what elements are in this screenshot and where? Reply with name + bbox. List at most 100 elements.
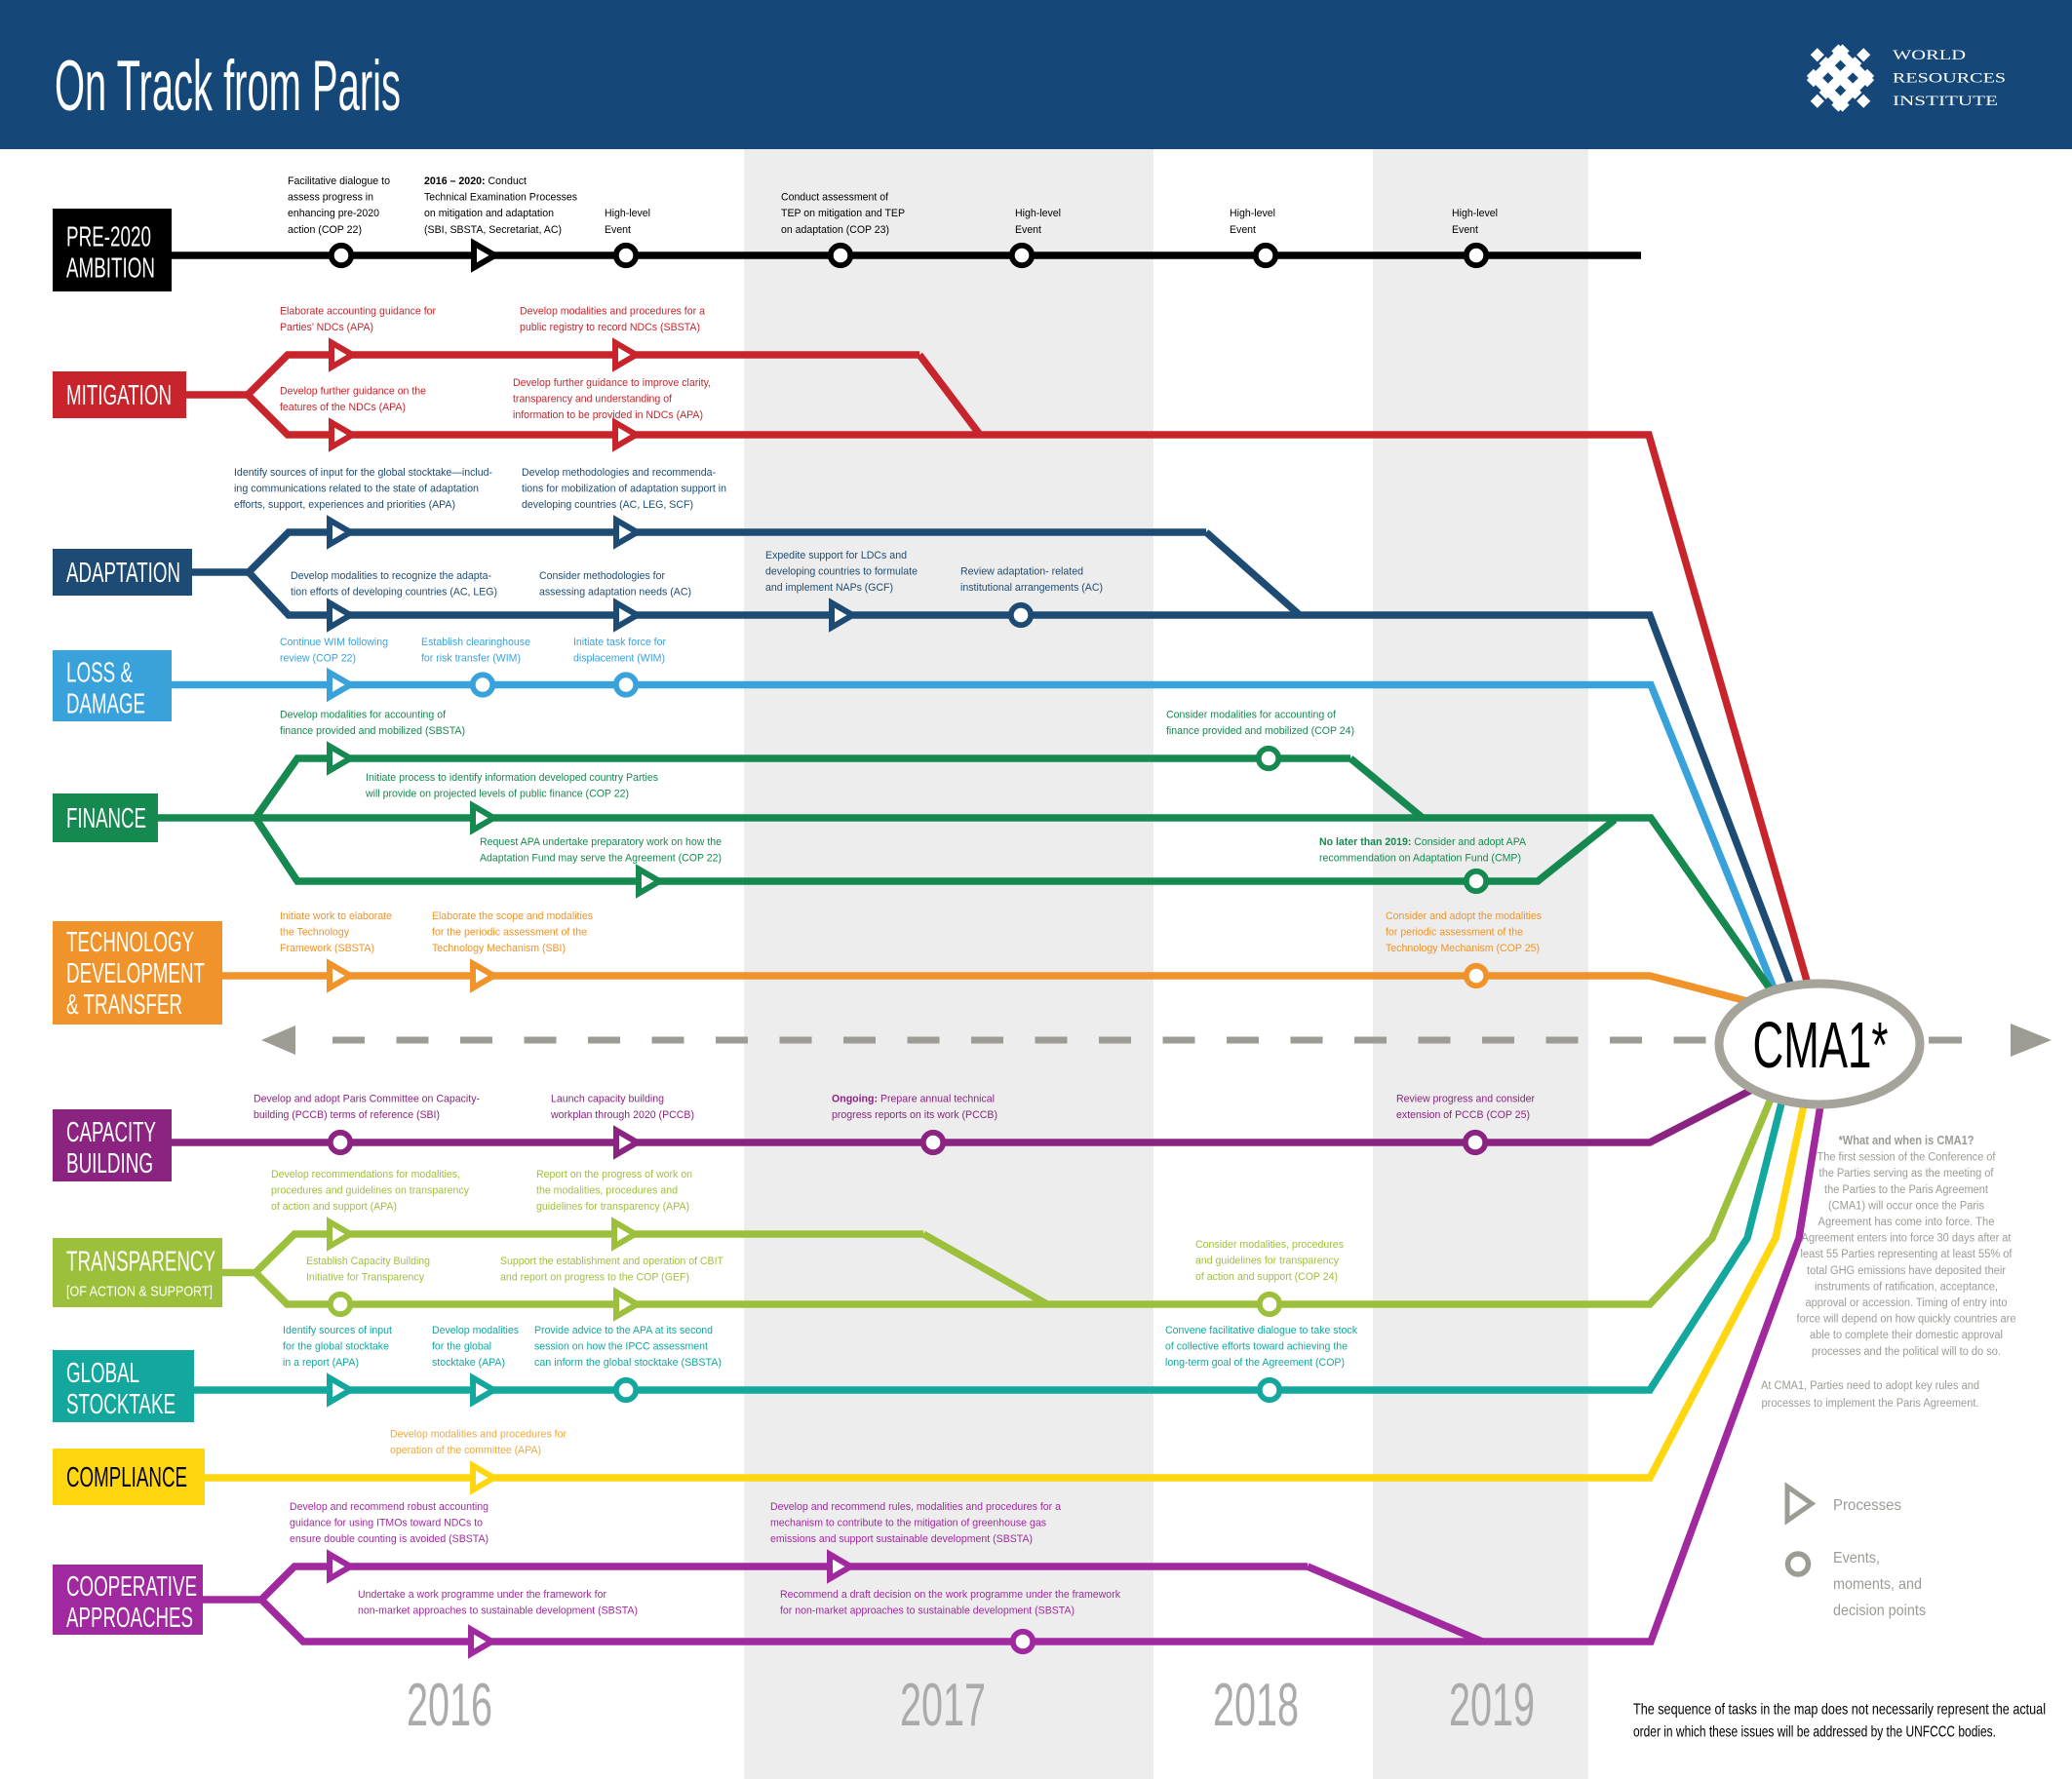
svg-text:High-level: High-level <box>605 208 650 219</box>
svg-text:MITIGATION: MITIGATION <box>66 380 172 411</box>
svg-text:guidelines for transparency (A: guidelines for transparency (APA) <box>536 1201 689 1213</box>
svg-text:WORLD: WORLD <box>1893 48 1966 63</box>
svg-text:TEP on mitigation and TEP: TEP on mitigation and TEP <box>781 208 905 219</box>
svg-text:on adaptation (COP 23): on adaptation (COP 23) <box>781 224 889 236</box>
svg-text:the Parties serving as the mee: the Parties serving as the meeting of <box>1819 1168 1995 1180</box>
svg-text:assess progress in: assess progress in <box>288 192 373 204</box>
svg-text:for the periodic assessment of: for the periodic assessment of the <box>432 926 587 938</box>
svg-text:Elaborate the scope and modali: Elaborate the scope and modalities <box>432 910 593 922</box>
svg-text:information to be provided in: information to be provided in NDCs (APA) <box>513 409 703 421</box>
svg-text:the Parties to the Paris Agree: the Parties to the Paris Agreement <box>1824 1184 1989 1196</box>
svg-text:building (PCCB) terms of refer: building (PCCB) terms of reference (SBI) <box>254 1109 440 1121</box>
svg-text:features of the NDCs (APA): features of the NDCs (APA) <box>280 402 406 413</box>
svg-text:and report on progress to the: and report on progress to the COP (GEF) <box>500 1272 689 1284</box>
svg-text:Provide advice to the APA at i: Provide advice to the APA at its second <box>534 1325 713 1336</box>
svg-text:tions for mobilization of adap: tions for mobilization of adaptation sup… <box>522 483 726 494</box>
svg-text:extension of PCCB (COP 25): extension of PCCB (COP 25) <box>1396 1109 1530 1121</box>
svg-text:Develop modalities to recogniz: Develop modalities to recognize the adap… <box>291 570 491 582</box>
svg-text:Initiate process to identify i: Initiate process to identify information… <box>366 772 658 784</box>
svg-text:[OF ACTION & SUPPORT]: [OF ACTION & SUPPORT] <box>66 1284 213 1300</box>
svg-text:Review adaptation- related: Review adaptation- related <box>960 565 1083 577</box>
svg-text:decision points: decision points <box>1833 1603 1926 1619</box>
svg-text:Ongoing: Prepare annual techni: Ongoing: Prepare annual technical <box>832 1093 995 1104</box>
svg-text:On Track from Paris: On Track from Paris <box>55 47 401 126</box>
svg-text:RESOURCES: RESOURCES <box>1893 71 2006 87</box>
svg-text:No later than 2019: Consider a: No later than 2019: Consider and adopt A… <box>1319 836 1527 848</box>
svg-text:procedures and guidelines on t: procedures and guidelines on transparenc… <box>271 1184 469 1196</box>
svg-text:High-level: High-level <box>1230 208 1275 219</box>
svg-text:processes and the political wi: processes and the political will to do s… <box>1812 1346 2001 1358</box>
svg-text:COMPLIANCE: COMPLIANCE <box>66 1462 187 1493</box>
svg-text:At CMA1, Parties need to adopt: At CMA1, Parties need to adopt key rules… <box>1761 1380 1979 1392</box>
svg-text:ADAPTATION: ADAPTATION <box>66 558 180 589</box>
svg-text:LOSS &: LOSS & <box>66 658 133 689</box>
svg-text:Event: Event <box>605 224 631 236</box>
svg-text:assessing adaptation needs (AC: assessing adaptation needs (AC) <box>539 587 691 599</box>
svg-text:Elaborate accounting guidance: Elaborate accounting guidance for <box>280 305 436 317</box>
svg-text:AMBITION: AMBITION <box>66 253 155 285</box>
svg-text:for risk transfer (WIM): for risk transfer (WIM) <box>421 653 521 665</box>
svg-text:Identify sources of input: Identify sources of input <box>283 1325 392 1336</box>
svg-text:long-term goal of the Agreemen: long-term goal of the Agreement (COP) <box>1165 1357 1345 1369</box>
svg-text:Develop modalities and procedu: Develop modalities and procedures for a <box>520 305 706 317</box>
svg-text:Continue WIM following: Continue WIM following <box>280 637 388 648</box>
svg-text:Event: Event <box>1015 224 1041 236</box>
svg-text:ensure double counting is avoi: ensure double counting is avoided (SBSTA… <box>290 1533 489 1545</box>
svg-text:Technology Mechanism (SBI): Technology Mechanism (SBI) <box>432 943 566 954</box>
svg-text:action (COP 22): action (COP 22) <box>288 224 362 236</box>
svg-text:Identify sources of input for: Identify sources of input for the global… <box>234 467 492 479</box>
svg-text:least 55 Parties representing: least 55 Parties representing at least 5… <box>1801 1249 2013 1260</box>
svg-text:force will depend on how quick: force will depend on how quickly countri… <box>1797 1314 2016 1326</box>
svg-text:Technical Examination Processe: Technical Examination Processes <box>424 192 577 204</box>
svg-text:in a report (APA): in a report (APA) <box>283 1357 359 1369</box>
svg-text:of action and support (APA): of action and support (APA) <box>271 1201 397 1213</box>
svg-text:Expedite support for LDCs and: Expedite support for LDCs and <box>765 550 907 561</box>
svg-text:Event: Event <box>1452 224 1478 236</box>
svg-text:mechanism to contribute to the: mechanism to contribute to the mitigatio… <box>770 1517 1046 1528</box>
svg-text:for non-market approaches to s: for non-market approaches to sustainable… <box>780 1605 1075 1617</box>
svg-text:(SBI, SBSTA, Secretariat, AC): (SBI, SBSTA, Secretariat, AC) <box>424 224 562 236</box>
svg-text:INSTITUTE: INSTITUTE <box>1893 94 1998 109</box>
svg-text:and guidelines for transparenc: and guidelines for transparency <box>1195 1255 1339 1266</box>
svg-text:for the global stocktake: for the global stocktake <box>283 1340 389 1352</box>
svg-text:Conduct assessment of: Conduct assessment of <box>781 192 889 204</box>
svg-text:Events,: Events, <box>1833 1550 1880 1566</box>
svg-text:PRE-2020: PRE-2020 <box>66 222 151 253</box>
svg-text:CAPACITY: CAPACITY <box>66 1117 156 1148</box>
svg-text:Consider and adopt the modalit: Consider and adopt the modalities <box>1386 910 1542 922</box>
svg-text:Framework (SBSTA): Framework (SBSTA) <box>280 943 374 954</box>
svg-text:for the global: for the global <box>432 1340 491 1352</box>
svg-text:Consider methodologies for: Consider methodologies for <box>539 570 665 582</box>
svg-text:Agreement enters into force 30: Agreement enters into force 30 days afte… <box>1802 1233 2013 1245</box>
svg-text:tion efforts of developing cou: tion efforts of developing countries (AC… <box>291 587 497 599</box>
svg-text:ing communications related to: ing communications related to the state … <box>234 483 479 494</box>
svg-text:Review progress and consider: Review progress and consider <box>1396 1093 1535 1104</box>
svg-text:approval or accession. Timing: approval or accession. Timing of entry i… <box>1806 1297 2008 1309</box>
svg-text:for periodic assessment of the: for periodic assessment of the <box>1386 926 1523 938</box>
svg-text:COOPERATIVE: COOPERATIVE <box>66 1571 197 1603</box>
svg-text:& TRANSFER: & TRANSFER <box>66 989 182 1021</box>
svg-text:workplan through 2020 (PCCB): workplan through 2020 (PCCB) <box>550 1109 694 1121</box>
svg-text:efforts, support, experiences: efforts, support, experiences and priori… <box>234 499 455 511</box>
svg-text:finance provided and mobilized: finance provided and mobilized (SBSTA) <box>280 725 465 737</box>
svg-text:Convene facilitative dialogue: Convene facilitative dialogue to take st… <box>1165 1325 1357 1336</box>
svg-text:High-level: High-level <box>1015 208 1061 219</box>
svg-text:Technology Mechanism (COP 25): Technology Mechanism (COP 25) <box>1386 943 1540 954</box>
svg-text:Facilitative dialogue to: Facilitative dialogue to <box>288 175 390 187</box>
svg-text:of action and support (COP 24): of action and support (COP 24) <box>1195 1271 1338 1283</box>
svg-text:Support the establishment and: Support the establishment and operation … <box>500 1256 723 1267</box>
svg-text:total GHG emissions have depos: total GHG emissions have deposited their <box>1807 1265 2006 1277</box>
svg-text:able to complete their domesti: able to complete their domestic approval <box>1810 1330 2003 1341</box>
svg-text:of collective efforts toward a: of collective efforts toward achieving t… <box>1165 1340 1348 1352</box>
svg-text:Develop further guidance on th: Develop further guidance on the <box>280 385 426 397</box>
svg-text:transparency and understanding: transparency and understanding of <box>513 394 673 406</box>
svg-text:non-market approaches to susta: non-market approaches to sustainable dev… <box>358 1605 638 1617</box>
svg-text:the Technology: the Technology <box>280 926 349 938</box>
svg-text:The sequence of tasks in the m: The sequence of tasks in the map does no… <box>1633 1702 2046 1719</box>
svg-text:moments, and: moments, and <box>1833 1576 1922 1593</box>
svg-text:Develop and recommend robust a: Develop and recommend robust accounting <box>290 1501 489 1513</box>
svg-text:Request APA undertake preparat: Request APA undertake preparatory work o… <box>480 836 722 848</box>
svg-text:STOCKTAKE: STOCKTAKE <box>66 1389 176 1420</box>
svg-text:operation of the committee (AP: operation of the committee (APA) <box>390 1445 541 1456</box>
svg-text:Adaptation Fund may serve the: Adaptation Fund may serve the Agreement … <box>480 853 722 865</box>
